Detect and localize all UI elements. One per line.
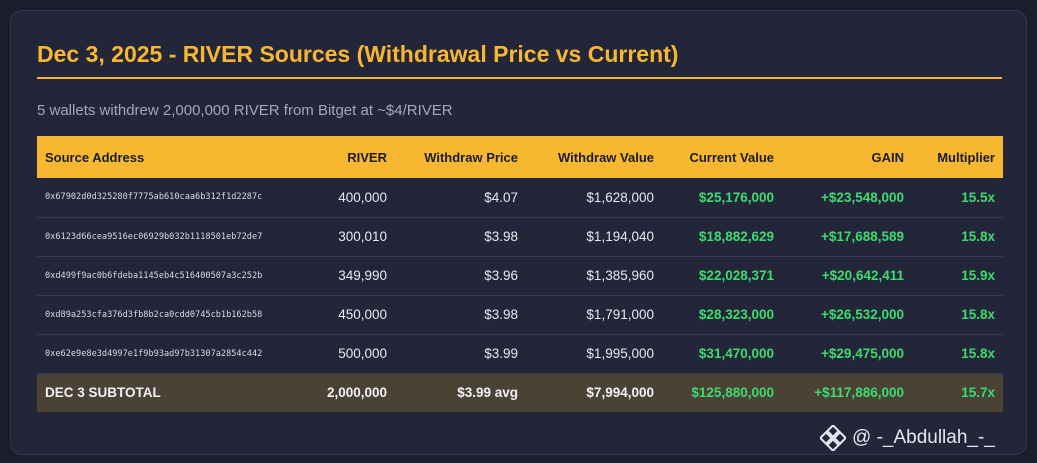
binance-logo-icon [820,425,846,451]
table-row: 0xd499f9ac0b6fdeba1145eb4c516400507a3c25… [37,256,1003,295]
gain-value: +$20,642,411 [821,268,904,283]
multiplier-value: 15.9x [961,268,995,283]
column-header-multiplier: Multiplier [937,149,995,165]
page-title: Dec 3, 2025 - RIVER Sources (Withdrawal … [37,41,679,67]
multiplier-value: 15.8x [961,229,995,244]
river-amount: 300,010 [338,229,387,244]
river-amount: 400,000 [338,189,387,205]
table-row: 0xe62e9e8e3d4997e1f9b93ad97b31307a2854c4… [37,334,1003,373]
author-watermark: @ -_Abdullah_-_ [820,424,995,452]
title-divider [37,77,1002,79]
subtotal-withdraw-price: $3.99 avg [457,385,518,401]
table-row: 0x6123d66cea9516ec06929b032b1118501eb72d… [37,217,1003,256]
withdraw-price: $3.98 [484,229,518,244]
withdraw-value: $1,194,040 [586,229,654,244]
river-sources-card: Dec 3, 2025 - RIVER Sources (Withdrawal … [10,10,1027,455]
subtotal-river: 2,000,000 [326,385,387,401]
current-value: $22,028,371 [698,268,774,283]
gain-value: +$17,688,589 [821,229,904,244]
watermark-text: @ -_Abdullah_-_ [852,427,995,448]
column-header-current-value: Current Value [689,149,774,165]
subtotal-multiplier: 15.7x [961,385,995,401]
column-header-river: RIVER [347,149,387,165]
current-value: $18,882,629 [698,229,774,244]
sources-table: Source Address RIVER Withdraw Price With… [37,136,1003,412]
multiplier-value: 15.8x [961,307,995,322]
current-value: $31,470,000 [698,346,774,361]
column-header-withdraw-value: Withdraw Value [558,149,654,165]
column-header-gain: GAIN [871,149,905,165]
multiplier-value: 15.8x [961,346,995,361]
page-subtitle: 5 wallets withdrew 2,000,000 RIVER from … [37,102,453,119]
current-value: $25,176,000 [698,189,774,205]
table-header-row: Source Address RIVER Withdraw Price With… [37,136,1003,178]
subtotal-withdraw-value: $7,994,000 [586,385,654,401]
column-header-withdraw-price: Withdraw Price [424,149,518,165]
withdraw-price: $3.98 [484,307,518,322]
multiplier-value: 15.5x [961,189,995,205]
wallet-address: 0xe62e9e8e3d4997e1f9b93ad97b31307a2854c4… [45,348,263,359]
current-value: $28,323,000 [698,307,774,322]
table-row: 0xd89a253cfa376d3fb8b2ca0cdd0745cb1b162b… [37,295,1003,334]
wallet-address: 0x67902d0d325280f7775ab610caa6b312f1d228… [45,192,263,203]
gain-value: +$26,532,000 [821,307,904,322]
withdraw-value: $1,628,000 [586,189,654,205]
withdraw-price: $3.96 [484,268,518,283]
table-row: 0x67902d0d325280f7775ab610caa6b312f1d228… [37,178,1003,217]
subtotal-label: DEC 3 SUBTOTAL [45,385,161,401]
wallet-address: 0x6123d66cea9516ec06929b032b1118501eb72d… [45,231,263,242]
withdraw-value: $1,995,000 [586,346,654,361]
subtotal-current-value: $125,880,000 [691,385,774,401]
gain-value: +$29,475,000 [821,346,904,361]
column-header-source-address: Source Address [45,149,145,165]
wallet-address: 0xd89a253cfa376d3fb8b2ca0cdd0745cb1b162b… [45,309,263,320]
subtotal-gain: +$117,886,000 [814,385,904,401]
river-amount: 349,990 [338,268,387,283]
river-amount: 500,000 [338,346,387,361]
gain-value: +$23,548,000 [821,189,904,205]
river-amount: 450,000 [338,307,387,322]
withdraw-value: $1,385,960 [586,268,654,283]
withdraw-value: $1,791,000 [586,307,654,322]
wallet-address: 0xd499f9ac0b6fdeba1145eb4c516400507a3c25… [45,270,263,281]
withdraw-price: $3.99 [484,346,518,361]
withdraw-price: $4.07 [484,189,518,205]
subtotal-row: DEC 3 SUBTOTAL 2,000,000 $3.99 avg $7,99… [37,373,1003,412]
